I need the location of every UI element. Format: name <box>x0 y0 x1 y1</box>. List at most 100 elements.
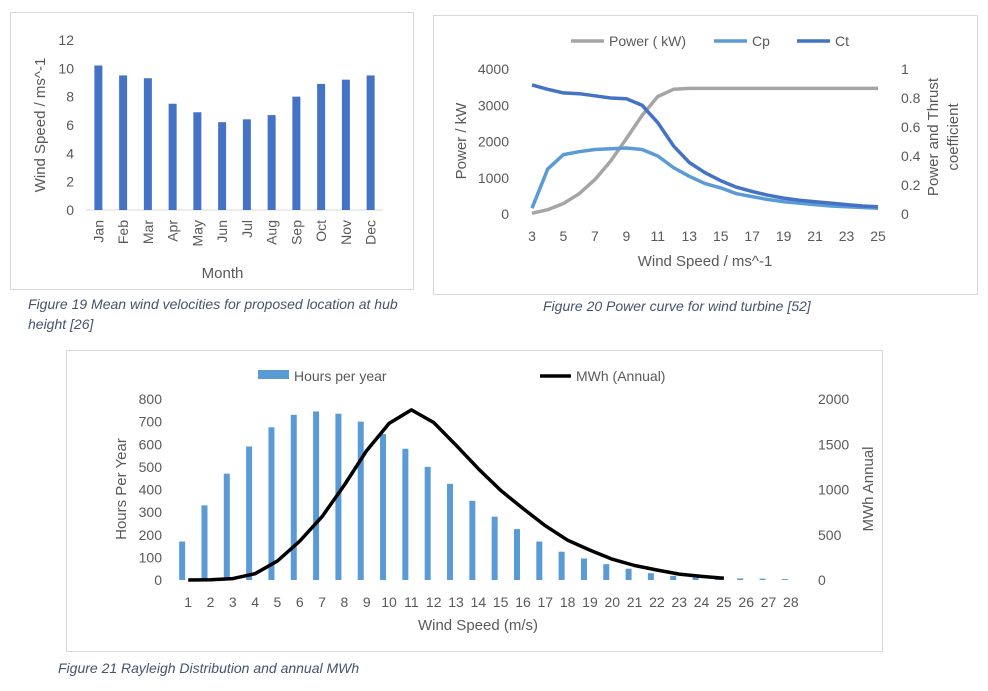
caption-fig19: Figure 19 Mean wind velocities for propo… <box>28 296 398 332</box>
y-tick-label: 8 <box>66 89 74 105</box>
y2-tick-label: 0 <box>818 572 826 588</box>
bar-hours-6 <box>290 414 297 580</box>
x-tick-label: 19 <box>776 228 792 244</box>
x-tick-label: 1 <box>184 594 192 610</box>
x-tick-label: 21 <box>627 594 643 610</box>
x-tick-label: Feb <box>115 220 131 244</box>
bar-hours-12 <box>424 466 431 580</box>
y-axis-title: Hours Per Year <box>113 438 130 540</box>
bar-jan <box>94 65 103 210</box>
bar-apr <box>168 103 177 210</box>
legend-label: Ct <box>835 33 849 49</box>
caption-fig21: Figure 21 Rayleigh Distribution and annu… <box>58 660 360 676</box>
bar-may <box>193 112 202 210</box>
x-tick-label: 16 <box>515 594 531 610</box>
bar-aug <box>267 115 276 210</box>
x-tick-label: Apr <box>165 220 181 242</box>
bar-feb <box>119 75 128 211</box>
bar-hours-3 <box>223 473 230 580</box>
bar-hours-2 <box>201 505 208 580</box>
y2-tick-label: 0.2 <box>901 177 921 193</box>
y-tick-label: 100 <box>139 549 163 565</box>
y-tick-label: 0 <box>154 572 162 588</box>
x-tick-label: 23 <box>839 228 855 244</box>
x-tick-label: 24 <box>694 594 710 610</box>
y2-tick-label: 1500 <box>818 436 849 452</box>
y2-tick-label: 2000 <box>818 391 849 407</box>
bar-hours-15 <box>491 516 498 580</box>
y-tick-label: 0 <box>66 202 74 218</box>
x-axis-title: Wind Speed (m/s) <box>418 617 538 634</box>
bar-dec <box>366 75 375 211</box>
y2-tick-label: 0.8 <box>901 90 921 106</box>
y2-tick-label: 1000 <box>818 482 849 498</box>
series-line-power-kw <box>531 86 878 216</box>
y-tick-label: 12 <box>58 32 74 48</box>
bar-hours-4 <box>246 446 253 580</box>
y-tick-label: 4 <box>66 145 74 161</box>
x-tick-label: 9 <box>622 228 630 244</box>
x-tick-label: Mar <box>140 220 156 244</box>
x-tick-label: Aug <box>264 220 280 245</box>
bar-hours-28 <box>781 579 788 580</box>
bar-hours-10 <box>380 434 387 580</box>
x-tick-label: Jun <box>214 220 230 243</box>
bar-hours-18 <box>558 551 565 580</box>
x-tick-label: 11 <box>651 228 666 244</box>
y2-tick-label: 0.6 <box>901 119 921 135</box>
y-tick-label: 1000 <box>478 170 509 186</box>
x-tick-label: 22 <box>649 594 665 610</box>
y2-tick-label: 1 <box>901 61 909 77</box>
x-tick-label: 27 <box>761 594 777 610</box>
x-tick-label: 7 <box>591 228 599 244</box>
y2-tick-label: 500 <box>818 527 842 543</box>
x-tick-label: 12 <box>426 594 442 610</box>
x-tick-label: 3 <box>528 228 536 244</box>
bar-hours-22 <box>647 573 654 580</box>
x-tick-label: 20 <box>604 594 620 610</box>
y2-axis-title-line2: coefficient <box>945 103 962 171</box>
x-tick-label: 15 <box>713 228 729 244</box>
bar-hours-7 <box>313 411 320 580</box>
x-tick-label: 13 <box>681 228 697 244</box>
y-tick-label: 3000 <box>478 97 509 113</box>
bar-hours-8 <box>335 413 342 580</box>
bar-hours-17 <box>536 541 543 580</box>
x-tick-label: 5 <box>560 228 568 244</box>
x-tick-label: 25 <box>870 228 886 244</box>
x-tick-label: Oct <box>313 220 329 242</box>
y-tick-label: 400 <box>139 482 163 498</box>
y-tick-label: 700 <box>139 414 163 430</box>
bar-hours-27 <box>759 578 766 580</box>
x-tick-label: 5 <box>274 594 282 610</box>
x-tick-label: 6 <box>296 594 304 610</box>
y-tick-label: 600 <box>139 436 163 452</box>
x-tick-label: 10 <box>381 594 397 610</box>
x-tick-label: 25 <box>716 594 732 610</box>
x-tick-label: May <box>189 220 205 246</box>
bar-hours-26 <box>737 578 744 580</box>
x-tick-label: 2 <box>207 594 215 610</box>
bar-mar <box>143 78 152 210</box>
bar-hours-23 <box>670 575 677 580</box>
x-tick-label: 7 <box>318 594 326 610</box>
series-line-mwh-annual <box>188 408 725 582</box>
bar-oct <box>317 83 326 210</box>
x-tick-label: Jan <box>90 220 106 243</box>
x-tick-label: 19 <box>582 594 598 610</box>
x-tick-label: 13 <box>448 594 464 610</box>
bar-jul <box>242 119 251 210</box>
y-tick-label: 2000 <box>478 134 509 150</box>
x-tick-label: 11 <box>404 594 419 610</box>
y-tick-label: 500 <box>139 459 163 475</box>
y-tick-label: 4000 <box>478 61 509 77</box>
x-tick-label: 4 <box>251 594 259 610</box>
x-tick-label: Sep <box>288 220 304 245</box>
x-tick-label: 28 <box>783 594 799 610</box>
x-tick-label: 26 <box>738 594 754 610</box>
x-tick-label: Dec <box>363 220 379 245</box>
y-tick-label: 300 <box>139 504 163 520</box>
